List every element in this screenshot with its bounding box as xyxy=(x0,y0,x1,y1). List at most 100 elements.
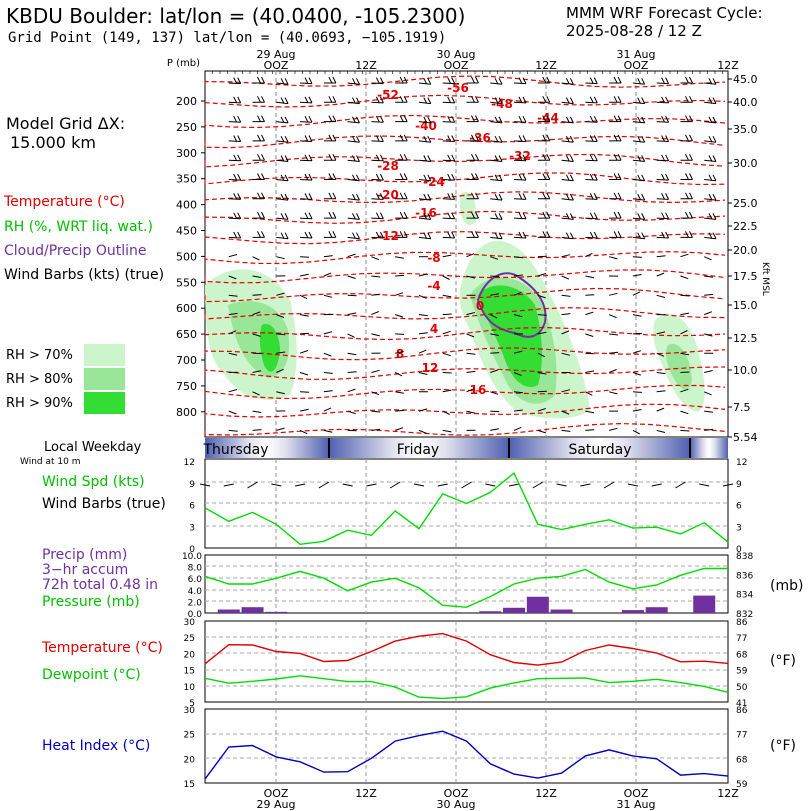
rh-shade xyxy=(459,191,477,225)
bottom-date-label: 29 Aug xyxy=(257,798,296,811)
temperature-contour xyxy=(204,403,726,418)
precip-bar xyxy=(265,611,288,613)
wind-barb xyxy=(347,333,355,338)
wind-tick-left: 12 xyxy=(184,458,195,468)
temperature-contour xyxy=(204,191,726,204)
wind-barb xyxy=(347,388,356,393)
heat-f-tick: 68 xyxy=(736,755,748,765)
wind-barb xyxy=(656,429,666,433)
top-date-label: 30 Aug xyxy=(437,48,476,61)
wind-barb xyxy=(513,372,522,376)
legend-cloud: Cloud/Precip Outline xyxy=(4,243,147,259)
pressure-tick-label: 400 xyxy=(176,199,197,212)
wind-barbs-label: Wind Barbs (true) xyxy=(42,496,166,512)
wind-barb xyxy=(276,427,285,431)
surface-wind-barb xyxy=(603,481,615,489)
wind-barb xyxy=(656,331,666,335)
wind-barb xyxy=(466,388,475,393)
surface-wind-barb xyxy=(461,481,472,489)
bottom-time-tick-label: OOZ xyxy=(444,787,469,800)
wind-barb xyxy=(276,78,289,85)
wind-barb xyxy=(656,115,670,123)
wind-barb xyxy=(300,154,313,162)
wind-barb xyxy=(490,352,500,354)
heat-tick: 25 xyxy=(184,731,195,741)
surface-wind-barb xyxy=(318,481,330,489)
wind-barb xyxy=(585,135,598,142)
wind-barb xyxy=(252,391,260,396)
wind-barb xyxy=(704,232,717,240)
wind-barb xyxy=(442,254,452,258)
pressure-tick: 832 xyxy=(736,610,753,620)
temperature-contour-label: -16 xyxy=(415,206,437,220)
surface-wind-barb xyxy=(413,483,425,487)
temperature-contour xyxy=(204,366,726,380)
heat-tick: 15 xyxy=(184,780,195,790)
cycle-line2: 2025-08-28 / 12 Z xyxy=(566,22,702,40)
pressure-tick-label: 250 xyxy=(176,121,197,134)
height-tick-label: 22.5 xyxy=(733,220,758,233)
temp-f-tick: 59 xyxy=(736,667,748,677)
wind-barb xyxy=(252,153,265,161)
wind-barb xyxy=(395,351,404,354)
height-tick-label: 7.5 xyxy=(733,401,751,414)
wind-barb xyxy=(561,78,574,85)
wind-barb xyxy=(347,155,360,162)
wind-barb xyxy=(609,134,622,142)
wind-barb xyxy=(466,231,479,238)
surface-wind-barb xyxy=(294,483,306,487)
wind-barb xyxy=(537,231,551,238)
pressure-tick-label: 200 xyxy=(176,95,197,108)
wind-barb xyxy=(490,116,503,124)
legend-wind: Wind Barbs (kts) (true) xyxy=(4,267,165,283)
rh70-label: RH > 70% xyxy=(6,348,73,363)
rh-shade xyxy=(478,285,542,388)
wind-barb xyxy=(656,390,666,393)
wind-barb xyxy=(418,155,432,162)
pressure-tick-label: 700 xyxy=(176,354,197,367)
wind-barb xyxy=(466,192,479,200)
wind-barb xyxy=(466,370,476,373)
wind-barb xyxy=(680,275,689,280)
wind-barb xyxy=(609,391,618,395)
wind-barb xyxy=(442,96,456,104)
wind-barb xyxy=(395,192,408,200)
heat-index-label: Heat Index (°C) xyxy=(42,738,151,754)
wind-barb xyxy=(585,429,595,431)
wind-barb xyxy=(466,253,475,258)
wind-barb xyxy=(490,155,503,162)
temp-f-tick: 41 xyxy=(736,699,747,709)
weekday-label: Friday xyxy=(397,442,439,458)
temperature-contour xyxy=(204,422,726,436)
weekday-label: Thursday xyxy=(202,442,268,458)
wind-barb xyxy=(418,193,432,201)
wind-barb xyxy=(371,428,381,431)
wind-barb xyxy=(466,153,479,161)
wind-barb xyxy=(300,193,313,200)
wind-barb xyxy=(347,275,356,279)
wind-barb xyxy=(680,312,690,316)
wind-barb xyxy=(323,211,337,219)
height-tick-label: 20.0 xyxy=(733,244,758,257)
wind-barb xyxy=(300,96,313,104)
wind-barb xyxy=(609,427,618,431)
top-time-tick-label: 12Z xyxy=(535,59,557,72)
wind-barb xyxy=(680,153,693,161)
wind-barb xyxy=(466,76,479,84)
precip-tick: 10.0 xyxy=(182,552,202,562)
heat-index-panel-frame xyxy=(204,708,729,784)
pressure-tick-label: 300 xyxy=(176,147,197,160)
wind-barb xyxy=(418,232,432,240)
wind-barb xyxy=(228,154,242,162)
wind-barb xyxy=(395,211,408,219)
wind-barb xyxy=(371,293,381,296)
wind-barb xyxy=(704,275,714,278)
wind-barb xyxy=(585,173,598,181)
temperature-contour-label: 16 xyxy=(470,383,487,397)
wind-barb xyxy=(466,134,479,142)
wind-barb xyxy=(323,407,332,412)
surface-wind-barb xyxy=(223,483,234,487)
wind-barb xyxy=(632,213,646,220)
height-tick-label: 5.54 xyxy=(733,431,758,444)
wind-barb xyxy=(656,173,670,181)
